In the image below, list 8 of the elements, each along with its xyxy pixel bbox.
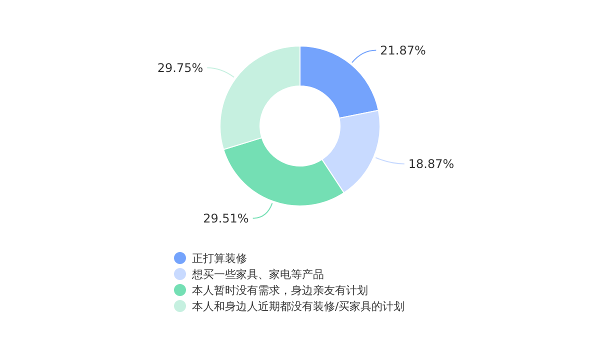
legend-label: 想买一些家具、家电等产品 — [191, 268, 324, 281]
data-label: 18.87% — [408, 157, 454, 172]
legend-label: 正打算装修 — [192, 252, 247, 265]
data-label: 21.87% — [380, 43, 426, 58]
data-label: 29.75% — [157, 60, 204, 75]
legend-label: 本人暂时没有需求，身边亲友有计划 — [192, 284, 368, 297]
legend-label: 本人和身边人近期都没有装修/买家具的计划 — [192, 300, 405, 313]
data-label: 29.51% — [203, 211, 249, 226]
